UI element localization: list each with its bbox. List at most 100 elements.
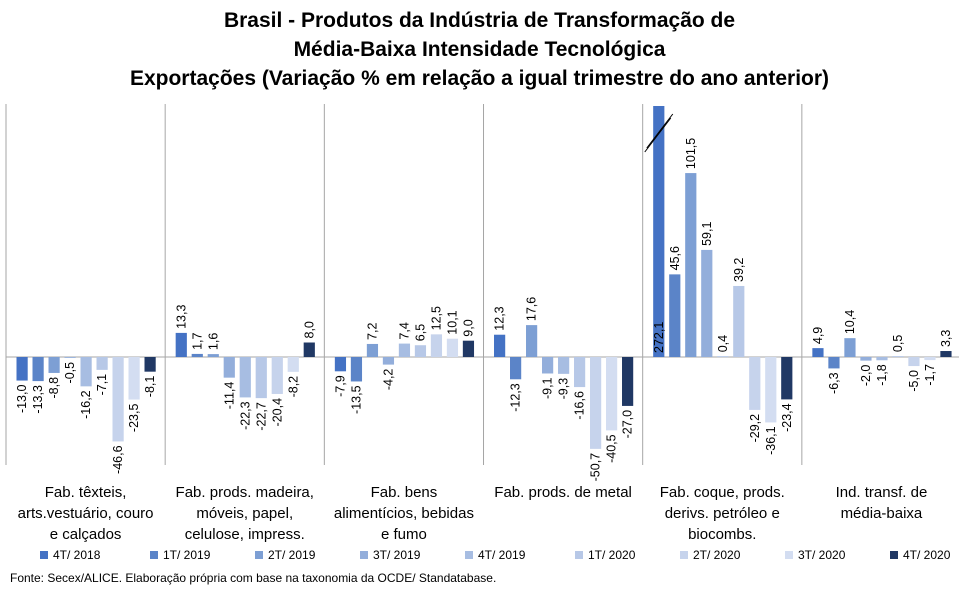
bar: [892, 356, 904, 357]
bar-value-label: -1,8: [875, 364, 889, 386]
legend-swatch: [465, 551, 473, 559]
bar: [128, 357, 140, 400]
bar-value-label: -1,7: [923, 364, 937, 386]
bar-value-label: 12,5: [429, 306, 443, 330]
bar-value-label: 10,1: [445, 310, 459, 334]
bar-value-label: -13,3: [31, 385, 45, 414]
bar: [542, 357, 554, 374]
bar: [494, 334, 506, 357]
bar-value-label: -13,0: [15, 385, 29, 414]
bar-value-label: -46,6: [111, 445, 125, 474]
legend-label: 4T/ 2018: [53, 548, 101, 562]
legend-item: 1T/ 2019: [150, 548, 210, 562]
bar-value-label: 10,4: [843, 310, 857, 334]
chart-title: Brasil - Produtos da Indústria de Transf…: [0, 6, 959, 93]
chart-title-line-2: Média-Baixa Intensidade Tecnológica: [293, 38, 666, 61]
bar: [669, 274, 681, 357]
legend-label: 1T/ 2020: [588, 548, 636, 562]
category-label: biocombs.: [688, 526, 756, 543]
bar-value-label: -8,8: [47, 377, 61, 399]
bar: [622, 357, 634, 406]
category-label: média-baixa: [841, 505, 923, 522]
category-label: Fab. têxteis,: [45, 484, 127, 501]
bar: [765, 357, 777, 423]
legend-item: 4T/ 2020: [890, 548, 950, 562]
bar-value-label: -16,2: [79, 390, 93, 419]
bar-value-label: 12,3: [493, 306, 507, 330]
category-label: e calçados: [50, 526, 122, 543]
bar-value-label: 17,6: [525, 297, 539, 321]
legend-label: 3T/ 2020: [798, 548, 846, 562]
axis-break-mark: [646, 113, 674, 149]
bar: [653, 106, 665, 357]
bar-value-label: 4,9: [811, 327, 825, 344]
bar: [382, 357, 395, 365]
bar-value-label: -16,6: [573, 391, 587, 420]
axis-break-mark: [644, 117, 672, 153]
bar-value-label: -12,3: [509, 383, 523, 412]
bar-value-label: 7,2: [365, 323, 379, 340]
bar-value-label: -11,4: [222, 382, 236, 410]
bar-value-label: -9,1: [541, 377, 555, 399]
category-label: Fab. prods. madeira,: [176, 484, 314, 501]
bar-value-label: 13,3: [174, 305, 188, 329]
legend: 4T/ 2018 1T/ 2019 2T/ 2019 3T/ 2019 4T/ 2019…: [40, 548, 950, 568]
legend-label: 4T/ 2019: [478, 548, 526, 562]
bar: [48, 357, 60, 373]
bar-value-label: 59,1: [700, 222, 714, 246]
legend-item: 2T/ 2020: [680, 548, 740, 562]
bar: [191, 353, 203, 357]
bar: [701, 249, 713, 357]
bar-value-label: -20,4: [270, 398, 284, 427]
legend-item: 4T/ 2019: [465, 548, 525, 562]
category-label: derivs. petróleo e: [665, 505, 780, 522]
bar-value-label: 6,5: [413, 324, 427, 341]
bar: [510, 357, 522, 380]
bar-value-label: -22,7: [254, 402, 268, 431]
chart-title-line-1: Brasil - Produtos da Indústria de Transf…: [223, 9, 736, 32]
bar: [350, 357, 363, 382]
bar: [271, 357, 283, 394]
bar: [287, 357, 299, 372]
bar: [733, 285, 745, 357]
bar: [717, 356, 729, 358]
bar: [908, 357, 920, 367]
bar: [255, 357, 267, 399]
category-label: Fab. prods. de metal: [494, 484, 632, 501]
bar: [430, 334, 443, 357]
bar: [414, 345, 427, 357]
bar: [334, 357, 347, 372]
bar-value-label: -6,3: [827, 372, 841, 394]
bar: [175, 332, 187, 357]
bar-value-label: 0,4: [716, 335, 730, 352]
category-label: Ind. transf. de: [836, 484, 928, 501]
source-note: Fonte: Secex/ALICE. Elaboração própria c…: [10, 571, 497, 585]
bar: [860, 357, 872, 361]
legend-label: 2T/ 2019: [268, 548, 316, 562]
bar-value-label: -7,1: [95, 374, 109, 396]
bar-value-label: -40,5: [605, 434, 619, 463]
bar: [207, 354, 219, 357]
bar-value-label: -23,5: [127, 404, 141, 433]
bar: [32, 357, 44, 382]
bar: [940, 351, 952, 357]
bar-value-label: -9,3: [557, 378, 571, 400]
legend-swatch: [785, 551, 793, 559]
legend-swatch: [40, 551, 48, 559]
category-label: móveis, papel,: [196, 505, 293, 522]
bar: [16, 357, 28, 381]
category-label: arts.vestuário, couro: [18, 505, 154, 522]
bar-value-label: 272,1: [652, 322, 666, 353]
bar-value-label: 3,3: [939, 330, 953, 347]
bar-value-label: -50,7: [589, 453, 603, 482]
category-label: e fumo: [381, 526, 427, 543]
bar: [844, 338, 856, 357]
chart-title-line-3: Exportações (Variação % em relação a igu…: [129, 67, 830, 90]
bar-value-label: 1,7: [190, 332, 204, 349]
bar-value-label: -23,4: [780, 403, 794, 432]
legend-label: 3T/ 2019: [373, 548, 421, 562]
bar: [574, 357, 586, 388]
bar: [366, 343, 379, 357]
legend-item: 1T/ 2020: [575, 548, 635, 562]
category-label: Fab. bens: [371, 484, 438, 501]
